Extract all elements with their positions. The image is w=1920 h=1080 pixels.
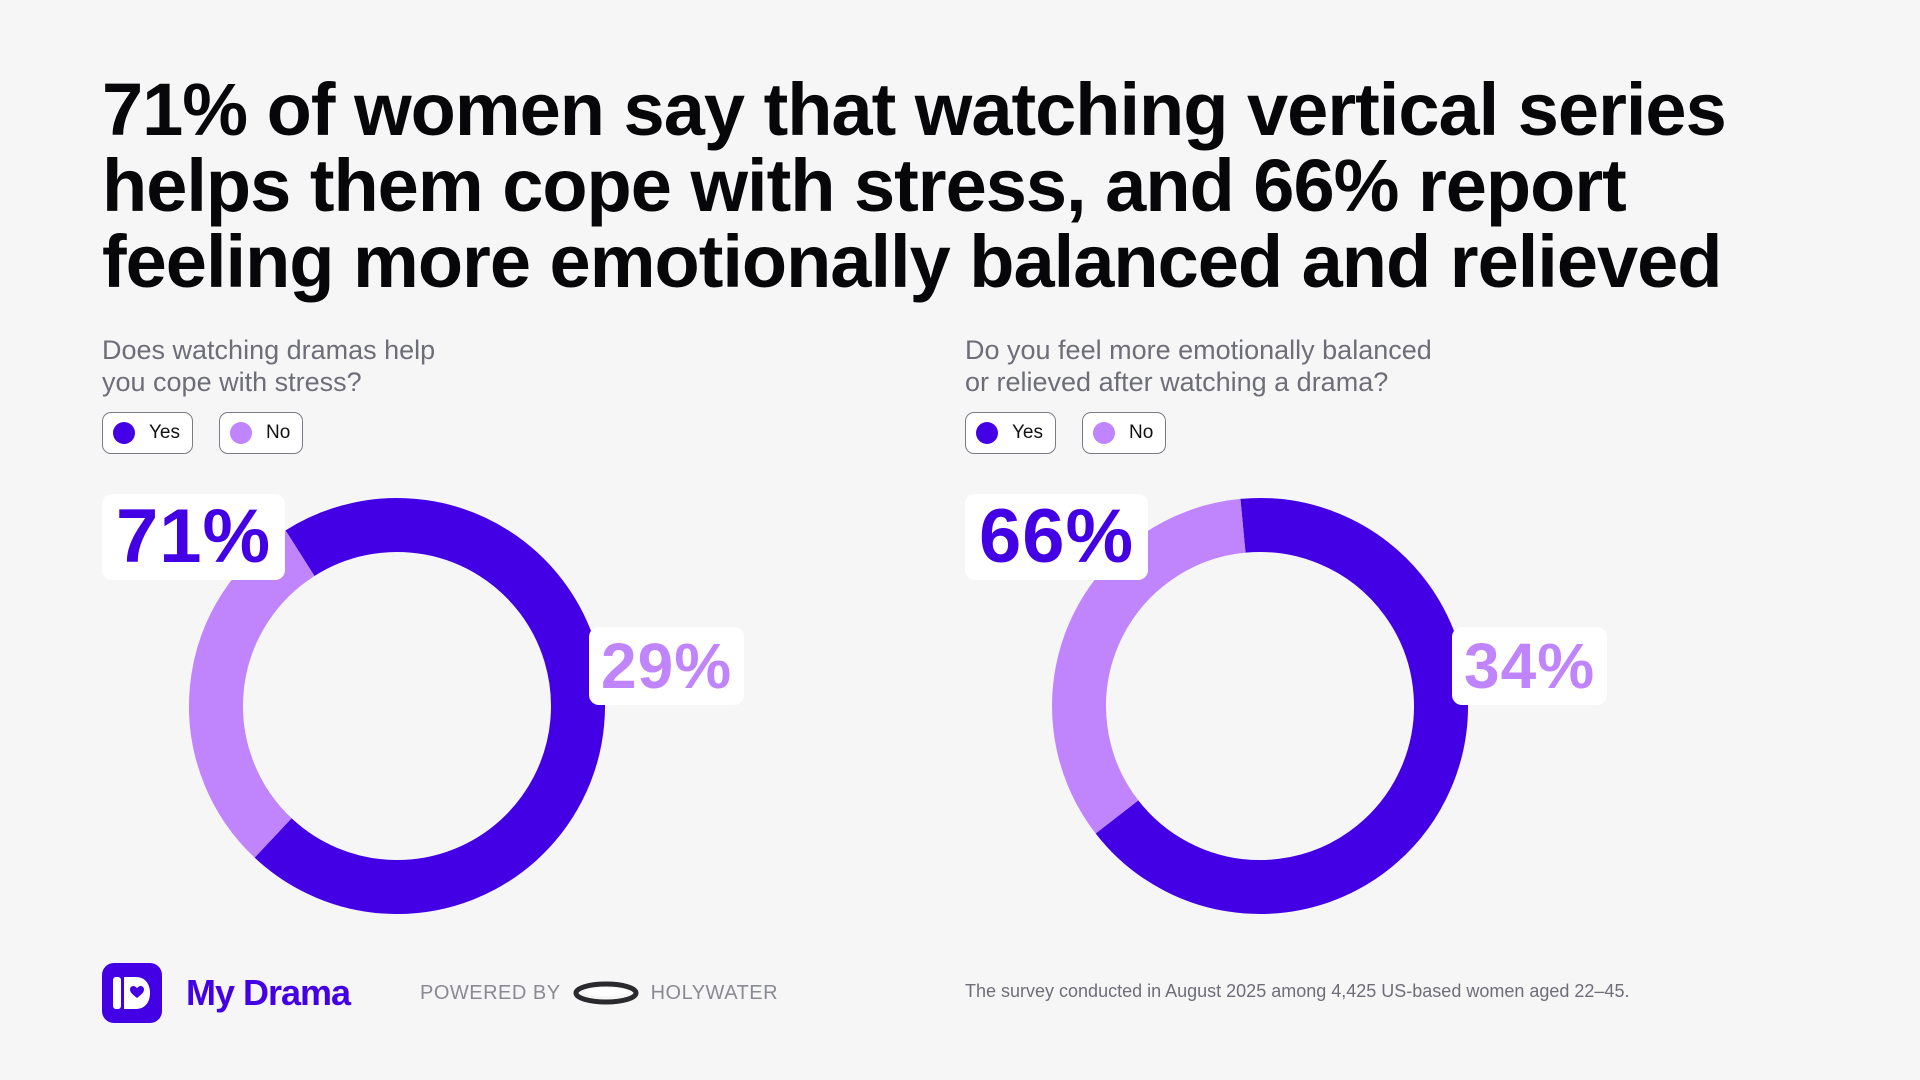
legend-label-no: No: [1129, 422, 1154, 443]
donut-slice-yes: [254, 498, 605, 914]
question-line: you cope with stress?: [102, 367, 362, 397]
chart-legend: Yes No: [102, 412, 304, 454]
donut-slice-no: [189, 530, 315, 858]
legend-dot-yes: [113, 422, 135, 444]
data-label-no: 34%: [1452, 627, 1608, 705]
legend-label-yes: Yes: [149, 422, 180, 443]
legend-dot-yes: [976, 422, 998, 444]
headline: 71% of women say that watching vertical …: [102, 72, 1802, 300]
data-label-yes: 71%: [102, 494, 286, 580]
donut-svg: [189, 498, 605, 914]
donut-slice-no: [1052, 498, 1246, 834]
legend-item-yes[interactable]: Yes: [965, 412, 1056, 454]
chart-question: Do you feel more emotionally balanced or…: [965, 334, 1525, 398]
question-line: Does watching dramas help: [102, 335, 436, 365]
donut-slice-yes: [1095, 498, 1468, 914]
survey-footnote: The survey conducted in August 2025 amon…: [965, 981, 1630, 1001]
powered-by: POWERED BY HOLYWATER: [420, 980, 778, 1006]
legend-dot-no: [230, 422, 252, 444]
partner-name: HOLYWATER: [650, 981, 779, 1004]
donut-chart: 71% 29%: [102, 494, 962, 934]
data-label-no: 29%: [589, 627, 745, 705]
legend-item-yes[interactable]: Yes: [102, 412, 193, 454]
chart-legend: Yes No: [965, 412, 1167, 454]
app-name: My Drama: [186, 972, 351, 1013]
headline-line: 71% of women say that watching vertical …: [102, 68, 1727, 151]
legend-item-no[interactable]: No: [1082, 412, 1167, 454]
headline-line: feeling more emotionally balanced and re…: [102, 220, 1723, 303]
legend-item-no[interactable]: No: [219, 412, 304, 454]
chart-panel-balance: Do you feel more emotionally balanced or…: [965, 334, 1825, 934]
donut-svg: [1052, 498, 1468, 914]
legend-label-yes: Yes: [1012, 422, 1043, 443]
chart-panel-stress: Does watching dramas help you cope with …: [102, 334, 962, 934]
app-glyph-icon: [113, 977, 150, 1009]
brand-logo[interactable]: My Drama: [102, 963, 351, 1023]
headline-line: helps them cope with stress, and 66% rep…: [102, 144, 1627, 227]
question-line: or relieved after watching a drama?: [965, 367, 1389, 397]
chart-question: Does watching dramas help you cope with …: [102, 334, 662, 398]
powered-by-label: POWERED BY: [420, 981, 561, 1004]
data-label-yes: 66%: [965, 494, 1149, 580]
holywater-ring-logo-icon: [573, 981, 639, 1005]
legend-label-no: No: [266, 422, 291, 443]
question-line: Do you feel more emotionally balanced: [965, 335, 1432, 365]
my-drama-app-icon: [102, 963, 162, 1023]
donut-chart: 66% 34%: [965, 494, 1825, 934]
legend-dot-no: [1093, 422, 1115, 444]
